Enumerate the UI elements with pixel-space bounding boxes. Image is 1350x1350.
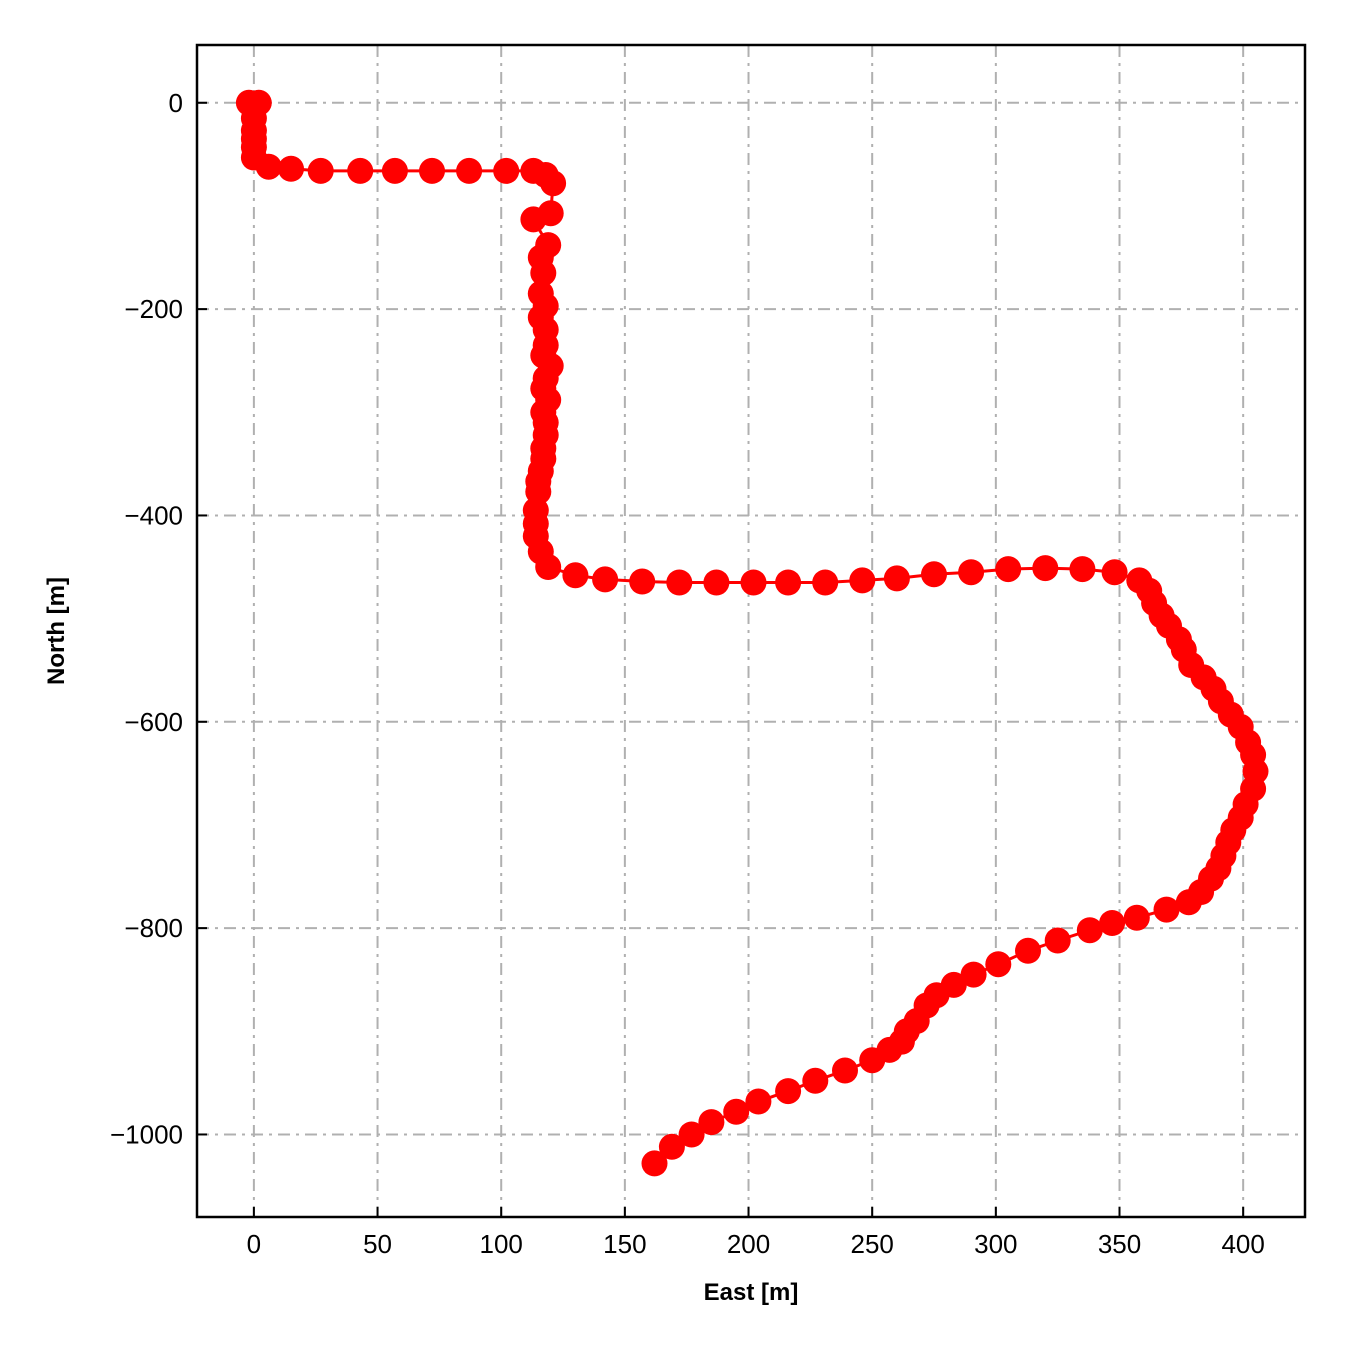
axis-ticks: 0 50 100 150 200 250 300 350 400 0 −200 −400 −600 −80… <box>110 88 1265 1259</box>
plot-area <box>235 89 1269 1177</box>
data-point <box>347 157 374 184</box>
x-tick-label: 400 <box>1221 1229 1264 1259</box>
data-point <box>381 157 408 184</box>
data-point <box>958 559 985 586</box>
x-tick-label: 250 <box>850 1229 893 1259</box>
data-point <box>641 1150 668 1177</box>
data-point <box>456 157 483 184</box>
data-point <box>1032 555 1059 582</box>
x-tick-label: 200 <box>727 1229 770 1259</box>
data-point <box>859 1047 886 1074</box>
data-point <box>1099 910 1126 936</box>
data-point <box>775 569 802 596</box>
data-point <box>1153 896 1180 923</box>
data-point <box>307 157 334 184</box>
data-point <box>745 1088 772 1115</box>
data-point <box>832 1057 858 1084</box>
y-tick-label: −400 <box>124 500 183 530</box>
data-point <box>540 170 567 197</box>
data-point <box>419 157 445 184</box>
data-point <box>658 1133 685 1160</box>
y-tick-label: −800 <box>124 913 183 943</box>
data-point <box>812 569 839 596</box>
y-tick-label: −200 <box>124 294 183 324</box>
data-point <box>1069 556 1096 583</box>
data-point <box>1175 889 1202 916</box>
data-point <box>255 153 282 180</box>
data-point <box>985 951 1012 978</box>
data-point <box>698 1109 725 1136</box>
x-axis-label: East [m] <box>704 1279 799 1306</box>
data-point <box>740 569 767 596</box>
data-point <box>562 562 589 589</box>
data-point <box>883 565 910 592</box>
y-tick-label: −1000 <box>110 1119 183 1149</box>
data-point <box>535 554 562 580</box>
x-tick-label: 300 <box>974 1229 1017 1259</box>
data-point <box>592 566 619 593</box>
data-point <box>1044 927 1071 954</box>
x-tick-label: 150 <box>603 1229 646 1259</box>
data-point <box>1015 937 1041 964</box>
data-point <box>278 155 304 182</box>
data-point <box>775 1078 802 1105</box>
data-point <box>723 1098 750 1125</box>
data-point <box>995 556 1022 583</box>
data-point <box>530 260 557 286</box>
x-tick-label: 100 <box>480 1229 523 1259</box>
x-tick-label: 0 <box>247 1229 261 1259</box>
data-point <box>1101 559 1128 586</box>
data-point <box>1123 904 1150 931</box>
data-point <box>629 568 656 595</box>
data-point <box>1076 917 1103 944</box>
x-tick-label: 350 <box>1098 1229 1141 1259</box>
data-point <box>666 569 693 596</box>
data-point <box>678 1121 705 1148</box>
data-point <box>703 569 730 596</box>
data-point <box>921 561 947 588</box>
y-axis-label: North [m] <box>43 577 70 685</box>
y-tick-label: 0 <box>169 88 183 118</box>
data-point <box>520 206 547 233</box>
data-point <box>802 1067 829 1094</box>
y-tick-label: −600 <box>124 707 183 737</box>
x-tick-label: 50 <box>363 1229 392 1259</box>
axes-frame <box>195 43 1307 1219</box>
data-point <box>493 157 520 184</box>
data-point <box>960 961 987 988</box>
data-point <box>849 567 876 594</box>
